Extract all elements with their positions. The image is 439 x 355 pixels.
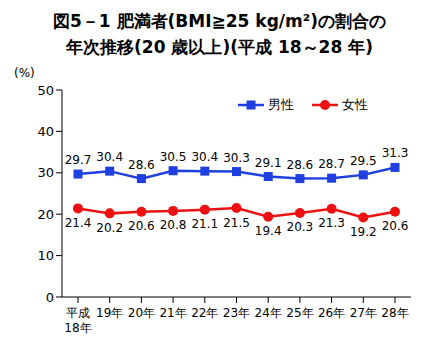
svg-text:28.6: 28.6 — [128, 158, 155, 172]
svg-text:20年: 20年 — [128, 306, 155, 320]
svg-text:23年: 23年 — [223, 306, 250, 320]
svg-text:21.3: 21.3 — [318, 216, 345, 230]
svg-text:25年: 25年 — [286, 306, 313, 320]
svg-text:30.3: 30.3 — [223, 151, 250, 165]
svg-text:28.7: 28.7 — [318, 157, 345, 171]
svg-text:30: 30 — [37, 165, 54, 180]
svg-text:30.4: 30.4 — [96, 150, 123, 164]
svg-text:30.5: 30.5 — [160, 150, 187, 164]
html-text:女性: 女性 — [342, 97, 368, 112]
svg-text:40: 40 — [37, 124, 54, 139]
svg-text:平成: 平成 — [66, 306, 90, 320]
svg-text:10: 10 — [37, 248, 54, 263]
svg-text:28.6: 28.6 — [287, 158, 314, 172]
svg-text:20.6: 20.6 — [382, 219, 409, 233]
svg-text:18年: 18年 — [64, 321, 91, 335]
svg-text:20: 20 — [37, 207, 54, 222]
svg-text:20.8: 20.8 — [160, 218, 187, 232]
svg-text:31.3: 31.3 — [382, 146, 409, 160]
svg-text:27年: 27年 — [350, 306, 377, 320]
svg-text:19.2: 19.2 — [350, 225, 377, 239]
html-text:年次推移(20 歳以上)(平成 18～28 年): 年次推移(20 歳以上)(平成 18～28 年) — [66, 37, 373, 57]
svg-text:29.1: 29.1 — [255, 156, 282, 170]
svg-text:29.7: 29.7 — [65, 153, 92, 167]
svg-text:24年: 24年 — [255, 306, 282, 320]
svg-text:20.3: 20.3 — [287, 220, 314, 234]
svg-text:50: 50 — [37, 83, 54, 98]
svg-text:22年: 22年 — [191, 306, 218, 320]
html-text:図5－1 肥満者(BMI≧25 kg/m²)の割合の: 図5－1 肥満者(BMI≧25 kg/m²)の割合の — [53, 11, 386, 31]
svg-text:19年: 19年 — [96, 306, 123, 320]
svg-text:20.2: 20.2 — [96, 221, 123, 235]
svg-text:20.6: 20.6 — [128, 219, 155, 233]
svg-text:21.5: 21.5 — [223, 216, 250, 230]
svg-text:21.1: 21.1 — [191, 217, 218, 231]
svg-text:28年: 28年 — [381, 306, 408, 320]
svg-text:21年: 21年 — [159, 306, 186, 320]
svg-text:19.4: 19.4 — [255, 224, 282, 238]
svg-text:21.4: 21.4 — [65, 216, 92, 230]
svg-text:0: 0 — [46, 290, 54, 305]
svg-text:26年: 26年 — [318, 306, 345, 320]
svg-text:30.4: 30.4 — [191, 150, 218, 164]
html-text:男性: 男性 — [268, 97, 294, 112]
svg-text:29.5: 29.5 — [350, 154, 377, 168]
